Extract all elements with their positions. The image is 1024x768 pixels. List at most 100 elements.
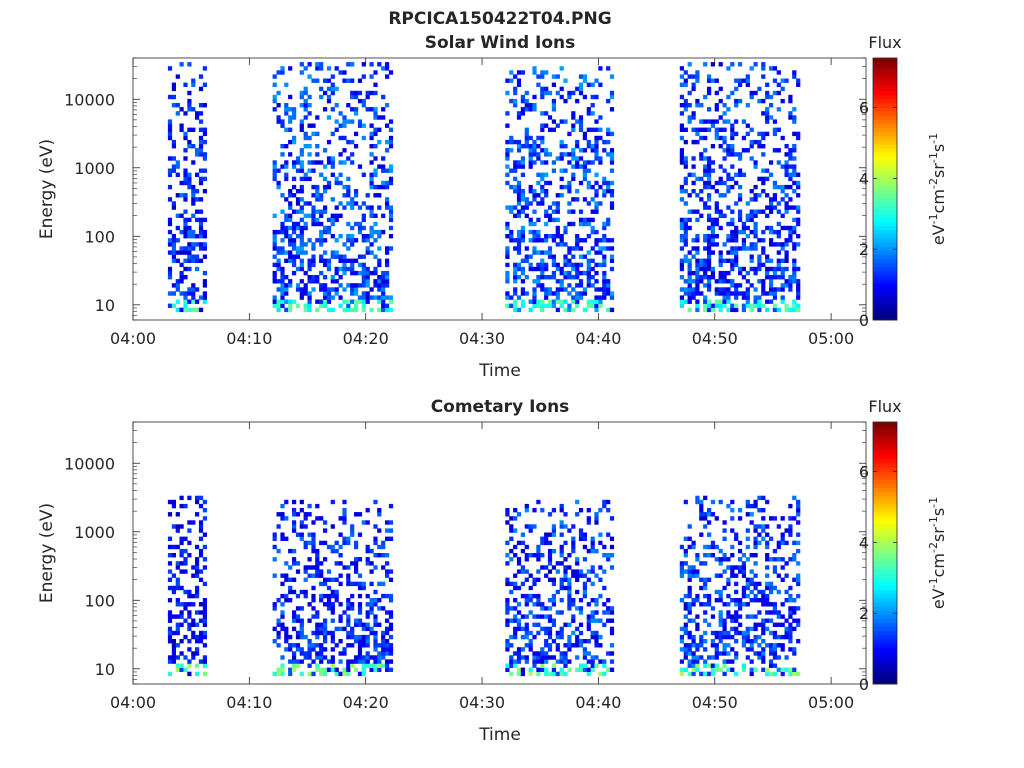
flux-cell (776, 201, 781, 206)
flux-cell (528, 553, 533, 558)
flux-cell (586, 180, 591, 186)
flux-cell (319, 238, 324, 243)
flux-cell (695, 70, 700, 75)
flux-cell (532, 94, 537, 100)
flux-cell (730, 262, 735, 268)
flux-cell (757, 258, 762, 263)
flux-cell (280, 246, 285, 251)
flux-cell (679, 160, 684, 165)
flux-cell (590, 299, 595, 304)
flux-cell (555, 262, 560, 268)
flux-cell (536, 303, 541, 308)
flux-cell (509, 205, 514, 210)
flux-cell (373, 618, 378, 623)
flux-cell (730, 634, 735, 640)
flux-cell (726, 176, 731, 182)
flux-cell (578, 115, 584, 120)
flux-cell (606, 557, 611, 562)
flux-cell (276, 180, 281, 186)
flux-cell (792, 168, 797, 173)
flux-cell (272, 270, 277, 276)
flux-cell (757, 238, 762, 243)
flux-cell (749, 307, 754, 313)
flux-cell (551, 217, 556, 223)
flux-cell (788, 524, 793, 529)
flux-cell (772, 119, 777, 124)
flux-cell (544, 651, 549, 656)
flux-cell (354, 303, 359, 308)
flux-cell (276, 634, 281, 640)
flux-cell (342, 307, 347, 313)
flux-cell (703, 148, 708, 153)
flux-cell (365, 561, 370, 566)
flux-cell (734, 581, 739, 587)
flux-cell (183, 295, 188, 300)
flux-cell (563, 659, 568, 664)
flux-cell (167, 238, 173, 243)
flux-cell (734, 295, 739, 300)
flux-cell (734, 152, 739, 157)
flux-cell (326, 66, 332, 71)
flux-cell (772, 90, 777, 96)
flux-cell (365, 520, 370, 525)
flux-cell (598, 593, 603, 599)
flux-cell (726, 634, 731, 640)
flux-cell (761, 135, 766, 141)
flux-cell (738, 602, 743, 607)
flux-cell (695, 139, 700, 145)
flux-cell (792, 225, 797, 231)
flux-cell (788, 598, 793, 603)
flux-cell (357, 90, 363, 96)
flux-cell (718, 180, 723, 186)
flux-cell (326, 139, 332, 145)
flux-cell (780, 258, 785, 263)
flux-cell (272, 74, 277, 79)
flux-cell (788, 184, 793, 190)
flux-cell (796, 303, 801, 308)
flux-cell (714, 647, 719, 652)
flux-cell (295, 659, 301, 664)
flux-cell (198, 524, 204, 529)
flux-cell (299, 659, 304, 664)
flux-cell (559, 585, 564, 591)
flux-cell (547, 275, 553, 280)
flux-cell (319, 671, 324, 677)
flux-cell (567, 180, 572, 186)
flux-cell (582, 94, 587, 100)
flux-cell (528, 152, 533, 157)
flux-cell (330, 172, 335, 177)
flux-cell (578, 279, 584, 284)
flux-cell (330, 647, 335, 652)
colorbar-swatch (873, 258, 897, 264)
flux-cell (361, 634, 366, 640)
flux-cell (292, 221, 297, 227)
flux-cell (381, 180, 386, 186)
flux-cell (346, 258, 351, 263)
flux-cell (315, 197, 320, 202)
flux-cell (772, 78, 777, 83)
flux-cell (272, 94, 277, 100)
flux-cell (761, 66, 766, 71)
flux-cell (695, 275, 700, 280)
flux-cell (784, 598, 789, 603)
flux-cell (578, 156, 584, 161)
flux-cell (338, 553, 343, 558)
flux-cell (540, 299, 545, 304)
flux-cell (567, 307, 572, 313)
flux-cell (354, 581, 359, 587)
flux-cell (292, 508, 297, 513)
flux-cell (183, 180, 188, 186)
x-axis: 04:00 04:10 04:20 04:30 04:40 04:50 05:00 (110, 422, 854, 712)
flux-cell (342, 184, 347, 190)
flux-cell (299, 532, 304, 537)
flux-cell (373, 499, 378, 505)
flux-cell (516, 111, 522, 116)
flux-cell (167, 655, 173, 660)
flux-cell (761, 279, 766, 284)
flux-cell (295, 561, 301, 566)
colorbar-swatch (873, 250, 897, 255)
flux-cell (598, 299, 603, 304)
flux-cell (606, 508, 611, 513)
flux-cell (171, 659, 176, 664)
flux-cell (738, 630, 743, 636)
